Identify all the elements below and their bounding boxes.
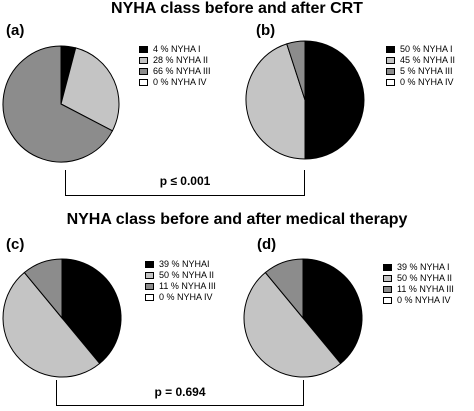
significance-bracket-bottom [56,380,304,406]
pie-slice-nyha-iii [23,258,63,320]
legend-entry-nyha-iii: 11 % NYHA III [145,281,216,292]
legend-entry-nyha-ii: 28 % NYHA II [139,55,211,66]
legend-entry-nyha-iv: 0 % NYHA IV [383,295,454,306]
legend-label: 39 % NYHA I [397,262,450,272]
pie-slice-nyha-iii [2,45,114,163]
pie-slice-nyha-i [304,40,365,160]
legend-swatch [383,275,392,282]
legend-swatch [139,79,148,86]
p-value-top: p ≤ 0.001 [159,174,211,188]
p-value-bottom: p = 0.694 [154,385,206,399]
legend-entry-nyha-iii: 66 % NYHA III [139,66,211,77]
legend-label: 66 % NYHA III [153,66,211,76]
legend-entry-nyha-i: 50 % NYHA I [386,44,455,55]
panel-label-d: (d) [257,236,277,253]
legend-label: 4 % NYHA I [153,44,201,54]
legend-entry-nyha-i: 4 % NYHA I [139,44,211,55]
legend-swatch [145,261,154,268]
panel-label-b: (b) [256,22,276,39]
legend-swatch [386,68,395,75]
legend-entry-nyha-ii: 50 % NYHA II [145,270,216,281]
pie-slice-nyha-iii [264,258,304,320]
legend-entry-nyha-iii: 5 % NYHA III [386,66,455,77]
legend-label: 0 % NYHA IV [153,77,207,87]
significance-bracket-top [65,170,305,196]
legend-swatch [383,264,392,271]
legend-entry-nyha-iv: 0 % NYHA IV [386,77,455,88]
legend-label: 28 % NYHA II [153,55,209,65]
pie-chart-c [2,258,122,378]
legend-swatch [145,272,154,279]
legend-label: 0 % NYHA IV [397,295,451,305]
legend-entry-nyha-iv: 0 % NYHA IV [145,292,216,303]
legend-label: 45 % NYHA II [400,55,456,65]
legend-swatch [386,79,395,86]
legend-swatch [383,286,392,293]
legend-label: 0 % NYHA IV [159,292,213,302]
legend-entry-nyha-iii: 11 % NYHA III [383,284,454,295]
pie-slice-nyha-i [302,258,363,365]
pie-slice-nyha-ii [245,43,306,160]
legend-entry-nyha-ii: 50 % NYHA II [383,273,454,284]
pie-chart-d [243,258,363,378]
panel-label-c: (c) [6,236,25,253]
legend-entry-nyha-i: 39 % NYHA I [383,262,454,273]
pie-slice-nyha-ii [60,47,120,132]
pie-chart-a [2,45,120,163]
pie-slice-nyha-ii [2,271,101,378]
legend-c: 39 % NYHAI 50 % NYHA II 11 % NYHA III 0 % N… [145,259,216,303]
legend-swatch [139,46,148,53]
top-title: NYHA class before and after CRT [111,0,363,17]
pie-chart-b [245,40,365,160]
legend-label: 39 % NYHAI [159,259,210,269]
legend-swatch [383,297,392,304]
legend-label: 50 % NYHA I [400,44,453,54]
legend-entry-nyha-iv: 0 % NYHA IV [139,77,211,88]
legend-swatch [386,57,395,64]
legend-swatch [139,57,148,64]
legend-swatch [386,46,395,53]
legend-entry-nyha-ii: 45 % NYHA II [386,55,455,66]
legend-label: 11 % NYHA III [397,284,454,294]
legend-swatch [139,68,148,75]
pie-slice-nyha-ii [243,271,342,378]
bottom-title: NYHA class before and after medical ther… [66,211,408,228]
legend-swatch [145,283,154,290]
legend-a: 4 % NYHA I 28 % NYHA II 66 % NYHA III 0 % N… [139,44,211,88]
legend-label: 5 % NYHA III [400,66,453,76]
legend-label: 50 % NYHA II [159,270,215,280]
pie-slice-nyha-iii [286,40,306,101]
legend-d: 39 % NYHA I 50 % NYHA II 11 % NYHA III 0 % … [383,262,454,306]
legend-label: 50 % NYHA II [397,273,453,283]
panel-label-a: (a) [6,22,25,39]
legend-entry-nyha-i: 39 % NYHAI [145,259,216,270]
legend-label: 0 % NYHA IV [400,77,454,87]
pie-slice-nyha-i [61,258,122,365]
legend-b: 50 % NYHA I 45 % NYHA II 5 % NYHA III 0 % N… [386,44,455,88]
legend-swatch [145,294,154,301]
legend-label: 11 % NYHA III [159,281,216,291]
